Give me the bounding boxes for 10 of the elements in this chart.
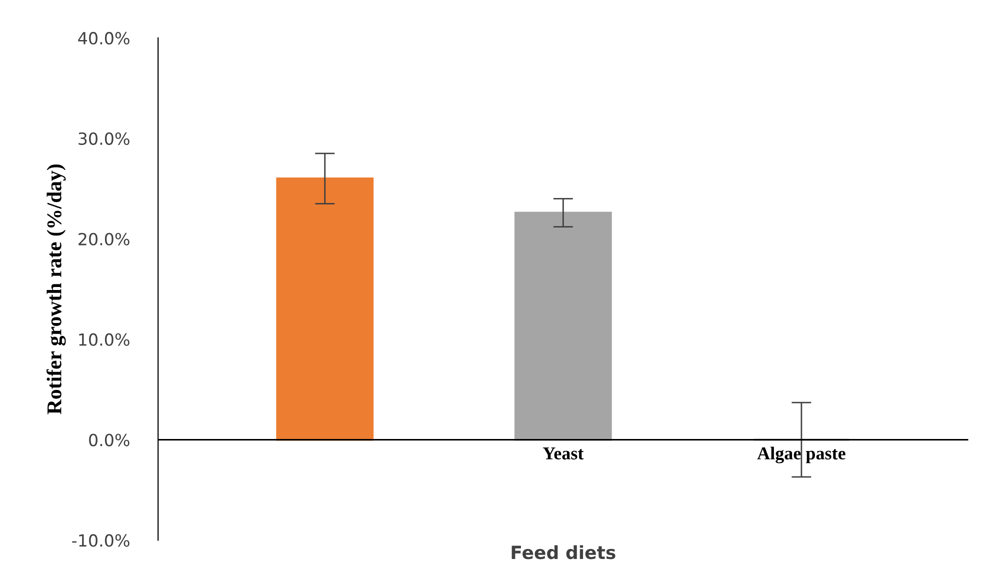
- x-axis-title: Feed diets: [512, 545, 616, 560]
- x-tick-label: Yeast: [542, 447, 584, 460]
- y-tick-label: 40.0%: [78, 32, 130, 45]
- y-tick-label: -10.0%: [72, 534, 130, 547]
- y-tick-label: 0.0%: [89, 434, 130, 446]
- y-tick-label: 10.0%: [79, 333, 130, 346]
- y-tick-label: 20.0%: [78, 232, 130, 246]
- x-tick-label: Algae paste: [757, 446, 846, 464]
- y-tick-label: 30.0%: [78, 132, 130, 145]
- y-axis-title: Rotifer growth rate (%/day): [46, 164, 66, 414]
